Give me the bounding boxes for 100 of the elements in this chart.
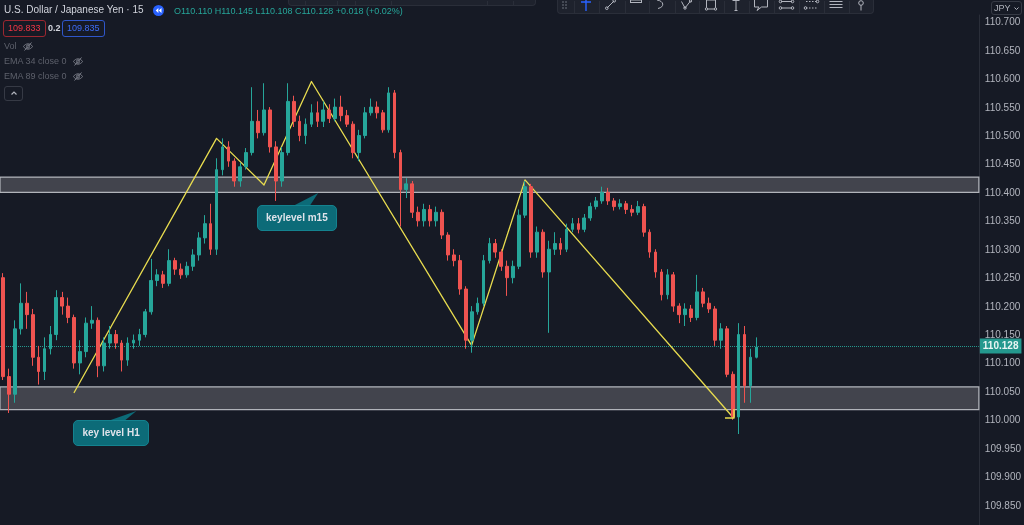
candlestick	[197, 231, 201, 262]
candlestick	[268, 106, 272, 154]
candlestick	[535, 226, 539, 259]
y-tick-label: 110.450	[984, 158, 1021, 170]
ref-line-label: 110.128	[982, 340, 1019, 352]
candlestick	[387, 86, 390, 134]
candlestick	[600, 186, 604, 205]
annotation: 109.833	[3, 20, 46, 37]
candlestick	[54, 289, 58, 341]
candlestick	[446, 231, 450, 262]
candlestick	[683, 302, 687, 327]
y-tick-label: 109.950	[984, 442, 1022, 454]
candlestick	[215, 157, 218, 256]
candlestick	[630, 204, 634, 217]
candlestick	[428, 204, 432, 228]
candlestick	[588, 202, 592, 222]
band-label: key level H1	[73, 419, 149, 446]
candlestick	[298, 115, 301, 142]
candlestick	[167, 248, 171, 287]
candlestick	[671, 271, 675, 313]
candlestick	[304, 117, 307, 145]
candlestick	[37, 345, 40, 386]
candlestick	[363, 106, 367, 139]
y-tick-label: 110.250	[984, 272, 1021, 284]
y-tick-label: 110.150	[984, 329, 1021, 341]
candlestick	[351, 120, 355, 159]
candlestick	[149, 258, 153, 316]
candlestick	[274, 140, 278, 202]
candlestick	[725, 325, 729, 378]
candlestick	[571, 217, 574, 233]
y-tick-label: 109.900	[984, 471, 1022, 483]
line-series	[73, 80, 734, 418]
candlestick	[416, 206, 420, 228]
candlestick	[333, 98, 337, 122]
candlestick	[440, 208, 444, 240]
candlestick	[488, 237, 491, 264]
candlestick	[410, 180, 414, 219]
candlestick	[594, 196, 598, 210]
candlestick	[173, 257, 177, 276]
annotation: EMA 34 close 0	[4, 56, 67, 66]
candlestick	[155, 268, 159, 287]
y-tick-label: 110.500	[984, 130, 1021, 142]
candlestick	[375, 100, 379, 119]
candlestick	[72, 314, 76, 370]
candlestick	[292, 95, 296, 128]
candlestick	[339, 95, 343, 122]
candlestick	[393, 89, 396, 159]
candlestick	[381, 109, 385, 134]
candlestick	[511, 260, 515, 284]
candlestick	[96, 316, 100, 378]
chart-title: U.S. Dollar / Japanese Yen · 15	[4, 4, 144, 15]
candlestick	[707, 297, 711, 314]
candlestick	[458, 254, 462, 296]
dropdown-button: JPY	[991, 1, 1022, 15]
candlestick	[654, 248, 657, 279]
candlestick	[256, 109, 260, 139]
candlestick	[227, 140, 230, 168]
candlestick	[577, 217, 580, 234]
candlestick	[120, 339, 123, 372]
y-tick-label: 110.050	[984, 385, 1021, 397]
candlestick	[250, 86, 254, 156]
candlestick	[232, 157, 236, 188]
annotation: Vol	[4, 41, 17, 51]
candlestick	[713, 305, 717, 347]
candlestick	[636, 200, 640, 216]
y-tick-label: 110.400	[984, 186, 1021, 198]
candlestick	[422, 203, 426, 228]
candlestick	[612, 197, 616, 212]
candlestick	[66, 297, 70, 324]
band-label: keylevel m15	[256, 205, 337, 232]
candlestick	[493, 238, 497, 259]
candlestick	[565, 223, 568, 253]
chart-subtitle: O110.110 H110.145 L110.108 C110.128 +0.018 (+0.02%)	[174, 6, 403, 16]
candlestick	[505, 260, 509, 297]
candlestick	[582, 213, 586, 233]
candlestick	[280, 146, 284, 188]
candlestick	[464, 285, 468, 350]
y-tick-label: 110.100	[984, 357, 1021, 369]
candlestick	[114, 329, 118, 350]
y-tick-label: 110.700	[984, 16, 1021, 28]
y-tick-label: 110.650	[984, 44, 1021, 56]
y-tick-label: 110.300	[984, 243, 1021, 255]
candlestick	[666, 268, 669, 300]
candlestick	[404, 177, 408, 199]
candlestick	[19, 282, 23, 336]
candlestick	[221, 137, 224, 176]
candlestick	[185, 261, 189, 279]
y-axis-title: JPY	[994, 3, 1011, 13]
candlestick	[547, 240, 551, 334]
annotation: 0.2	[48, 23, 61, 33]
candlestick	[701, 287, 705, 308]
candlestick	[60, 291, 64, 316]
candlestick	[238, 162, 242, 188]
y-tick-label: 110.550	[984, 101, 1021, 113]
candlestick	[369, 98, 373, 117]
y-tick-label: 109.850	[984, 499, 1022, 511]
candlestick	[618, 198, 622, 210]
y-tick-label: 110.200	[984, 300, 1021, 312]
candlestick	[677, 302, 681, 324]
candlestick	[523, 180, 527, 219]
